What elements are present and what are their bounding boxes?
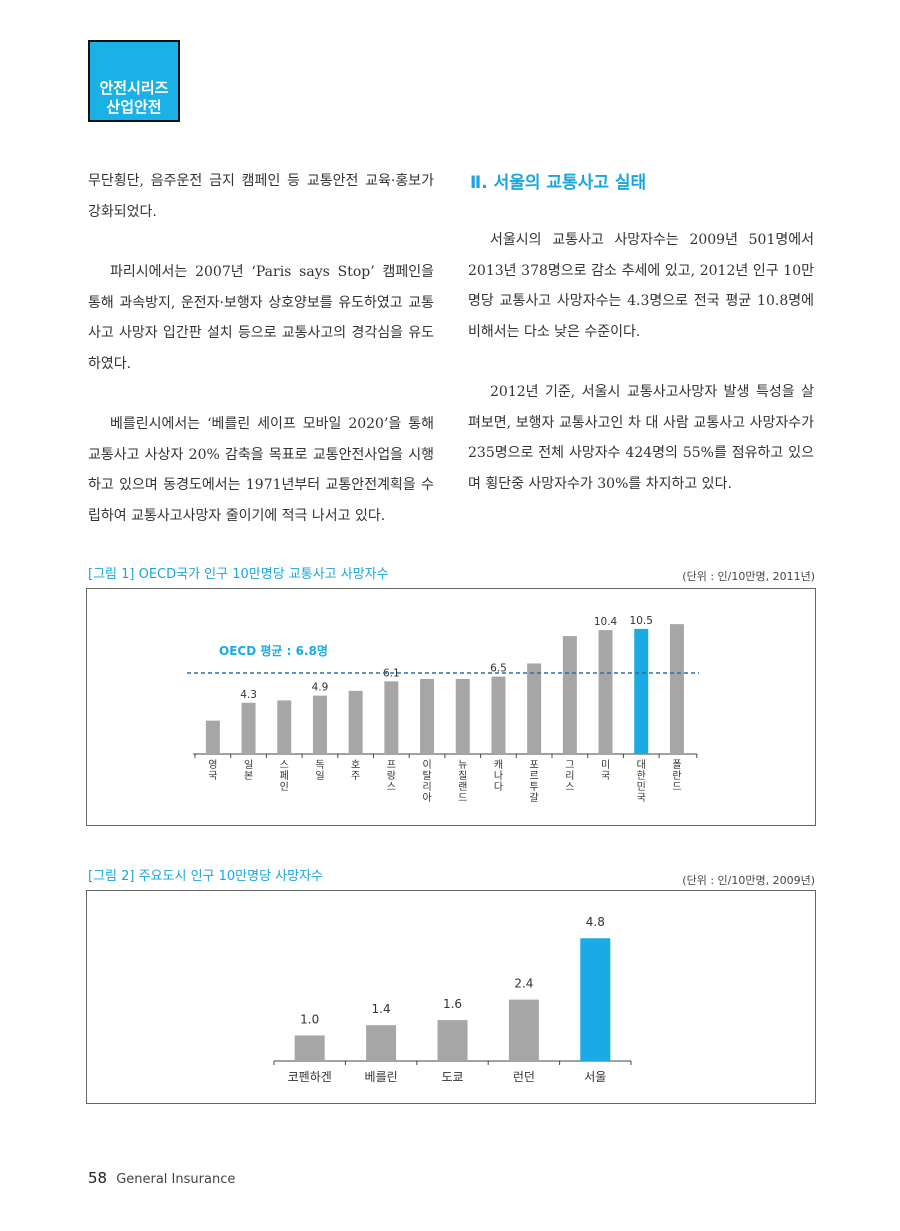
figure1-bar: [312, 695, 327, 754]
figure2-bar: [366, 1025, 397, 1061]
left-column: 무단횡단, 음주운전 금지 캠페인 등 교통안전 교육·홍보가 강화되었다. 파…: [88, 166, 434, 531]
section-title: Ⅱ. 서울의 교통사고 실태: [470, 173, 647, 193]
left-paragraph-2: 파리시에서는 2007년 ‘Paris says Stop’ 캠페인을 통해 과…: [88, 264, 434, 372]
figure1-bar: [562, 636, 577, 754]
figure1-chart: 영 국4.3일 본스 페 인4.9독 일호 주6.1프 랑 스이 탈 리 아뉴 질 랜 드6.5캐 나 다포 르 투…: [187, 615, 699, 804]
figure1-bar: [527, 663, 542, 754]
figure1-unit: (단위 : 인/10만명, 2011년): [682, 570, 815, 583]
figure2-value-label: 1.0: [300, 1012, 319, 1026]
page-number: 58: [88, 1169, 108, 1187]
right-column: 서울시의 교통사고 사망자수는 2009년 501명에서 2013년 378명으…: [468, 225, 814, 499]
figure2-value-label: 2.4: [514, 977, 533, 991]
right-paragraph-1: 서울시의 교통사고 사망자수는 2009년 501명에서 2013년 378명으…: [468, 232, 814, 340]
figure2-category-label: 코펜하겐: [288, 1070, 332, 1084]
figure2-caption: [그림 2] 주요도시 인구 10만명당 사망자수: [88, 869, 324, 884]
figure2-bar: [580, 938, 611, 1061]
figure1-bar: [598, 630, 613, 754]
figure1-bar: [455, 678, 470, 754]
figure2-bar: [294, 1035, 325, 1061]
series-badge-line2: 산업안전: [106, 98, 162, 116]
figure1-bar: [491, 676, 506, 754]
figure2-chart: 1.0 코펜하겐 1.4 베를린 1.6 도쿄 2.4 런던 4.8 서울: [273, 915, 632, 1084]
figure1-bar: [241, 702, 256, 754]
figure2-frame: 1.0 코펜하겐 1.4 베를린 1.6 도쿄 2.4 런던 4.8 서울: [86, 890, 816, 1104]
figure1-value-label: 6.5: [490, 663, 507, 675]
figure1-value-label: 4.9: [312, 682, 329, 694]
left-paragraph-1: 무단횡단, 음주운전 금지 캠페인 등 교통안전 교육·홍보가 강화되었다.: [88, 173, 434, 220]
figure2-category-label: 서울: [584, 1070, 606, 1084]
figure2-value-label: 4.8: [586, 915, 605, 929]
figure1-bar: [205, 720, 220, 754]
series-badge-line1: 안전시리즈: [99, 79, 169, 97]
series-badge: 안전시리즈 산업안전: [88, 40, 180, 122]
left-paragraph-3: 베를린시에서는 ‘베를린 세이프 모바일 2020’을 통해 교통사고 사상자 …: [88, 416, 434, 524]
figure2-category-label: 도쿄: [441, 1070, 463, 1084]
figure2-value-label: 1.6: [443, 997, 462, 1011]
figure1-value-label: 10.4: [594, 616, 618, 628]
figure1-value-label: 10.5: [630, 615, 653, 627]
figure2-category-label: 런던: [513, 1070, 535, 1084]
figure1-average-label: OECD 평균 : 6.8명: [219, 644, 328, 658]
figure1-bar: [348, 690, 363, 754]
figure1-bar: [669, 624, 684, 754]
figure1-value-label: 4.3: [240, 689, 257, 701]
right-paragraph-2: 2012년 기준, 서울시 교통사고사망자 발생 특성을 살펴보면, 보행자 교…: [468, 384, 814, 492]
figure1-bar: [634, 628, 649, 754]
figure2-unit: (단위 : 인/10만명, 2009년): [682, 874, 815, 887]
figure2-bar: [437, 1020, 468, 1061]
figure2-value-label: 1.4: [372, 1002, 391, 1016]
figure1-caption: [그림 1] OECD국가 인구 10만명당 교통사고 사망자수: [88, 567, 389, 582]
figure1-bar: [420, 678, 435, 754]
magazine-name: General Insurance: [116, 1172, 236, 1187]
figure1-bar: [384, 681, 399, 754]
figure1-bar: [277, 700, 292, 754]
page-footer: 58 General Insurance: [88, 1168, 235, 1187]
figure1-frame: 영 국 4.3 일 본 스 페 인 4.9 독 일 호 주 6.1 프 랑 스 이 탈 리 아 뉴 질 랜 드 6.5 캐 나 다 포 르 투…: [86, 588, 816, 826]
figure2-category-label: 베를린: [365, 1070, 398, 1084]
figure2-bar: [508, 999, 539, 1061]
